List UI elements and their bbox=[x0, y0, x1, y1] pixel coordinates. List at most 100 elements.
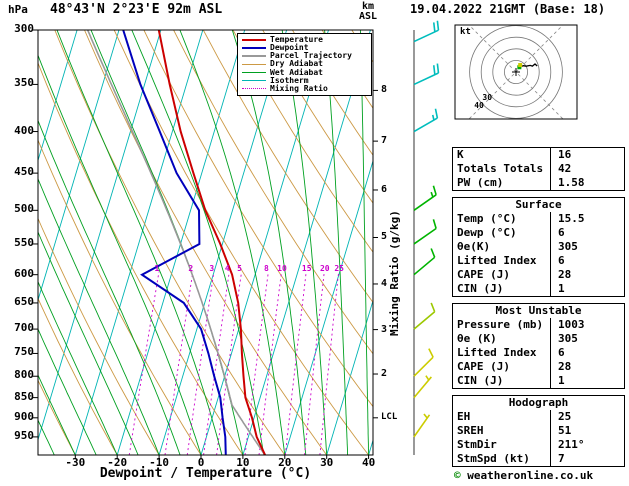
stats-row: Pressure (mb) 1003 bbox=[453, 318, 624, 332]
stat-value: 6 bbox=[550, 226, 624, 240]
stat-label: Lifted Index bbox=[457, 346, 537, 359]
copyright: © weatheronline.co.uk bbox=[454, 469, 593, 482]
temp-tick-label: 10 bbox=[236, 456, 250, 469]
hodograph-ring bbox=[469, 25, 563, 119]
stats-row: Lifted Index 6 bbox=[453, 254, 624, 268]
legend-swatch bbox=[242, 39, 266, 41]
legend-item: Parcel Trajectory bbox=[242, 52, 367, 60]
stat-value: 1 bbox=[550, 374, 624, 388]
legend-swatch bbox=[242, 88, 266, 90]
stat-value: 211° bbox=[550, 438, 624, 452]
hodograph-ring bbox=[492, 48, 540, 96]
pressure-tick-label: 550 bbox=[14, 235, 34, 249]
mixing-ratio-value-label: 1 bbox=[154, 263, 160, 273]
stat-value: 42 bbox=[550, 162, 624, 176]
stats-row: K 16 bbox=[453, 148, 624, 162]
temp-tick-label: -20 bbox=[107, 456, 128, 469]
stat-value: 16 bbox=[550, 148, 624, 162]
mixing-ratio-value-label: 4 bbox=[224, 263, 230, 273]
parcel-curve bbox=[86, 30, 266, 455]
height-tick-label: 7 bbox=[381, 135, 388, 147]
datetime-title: 19.04.2022 21GMT (Base: 18) bbox=[410, 2, 606, 16]
temp-tick-label: 30 bbox=[320, 456, 334, 469]
stats-row: CIN (J) 1 bbox=[453, 374, 624, 388]
stat-value: 7 bbox=[550, 452, 624, 466]
height-axis-unit-km: km bbox=[361, 1, 375, 12]
pressure-tick-label: 850 bbox=[14, 389, 34, 403]
stat-label: Temp (°C) bbox=[457, 212, 517, 225]
stat-label: Pressure (mb) bbox=[457, 318, 544, 331]
stat-label: CIN (J) bbox=[457, 374, 504, 387]
stats-table-most-unstable: Most Unstable Pressure (mb) 1003 θe (K) 305 L… bbox=[452, 303, 625, 389]
stat-label: Dewp (°C) bbox=[457, 226, 517, 239]
hodograph-ring-label: 40 bbox=[474, 100, 484, 110]
stat-label: CAPE (J) bbox=[457, 360, 510, 373]
stat-value: 15.5 bbox=[550, 212, 624, 226]
stats-table-header: Most Unstable bbox=[495, 304, 582, 317]
temperature-curve bbox=[157, 30, 267, 455]
temp-tick-label: 0 bbox=[197, 456, 205, 469]
stat-label: SREH bbox=[457, 424, 484, 437]
height-tick-label: 3 bbox=[381, 323, 388, 335]
stats-row: Temp (°C) 15.5 bbox=[453, 212, 624, 226]
stats-row: CIN (J) 1 bbox=[453, 282, 624, 296]
stat-value: 305 bbox=[550, 240, 624, 254]
pressure-tick-label: 900 bbox=[14, 409, 34, 423]
hodograph-ring bbox=[480, 36, 552, 108]
stats-row: SREH 51 bbox=[453, 424, 624, 438]
pressure-tick-label: 950 bbox=[14, 428, 34, 442]
copyright-symbol: © bbox=[454, 469, 461, 482]
stat-value: 28 bbox=[550, 268, 624, 282]
pressure-tick-label: 750 bbox=[14, 345, 34, 359]
stat-label: CIN (J) bbox=[457, 282, 504, 295]
stat-value: 1.58 bbox=[550, 176, 624, 190]
stats-row: CAPE (J) 28 bbox=[453, 268, 624, 282]
plot-border bbox=[37, 29, 374, 456]
hodograph-unit-label: kt bbox=[460, 27, 471, 37]
stats-table-header: Hodograph bbox=[508, 396, 569, 409]
pressure-tick-label: 450 bbox=[14, 165, 34, 179]
wet-adiabat-lines bbox=[38, 30, 370, 455]
stat-label: PW (cm) bbox=[457, 176, 504, 189]
legend-swatch bbox=[242, 72, 266, 74]
mixing-ratio-value-label: 2 bbox=[188, 263, 194, 273]
legend-swatch bbox=[242, 47, 266, 50]
height-tick-label: 4 bbox=[381, 277, 388, 289]
stat-label: K bbox=[457, 148, 464, 161]
stats-table-header: Surface bbox=[515, 198, 562, 211]
temp-tick-label: 40 bbox=[361, 456, 376, 469]
temp-tick-label: -10 bbox=[149, 456, 170, 469]
mixing-ratio-value-label: 5 bbox=[237, 263, 242, 273]
mixing-ratio-value-label: 15 bbox=[301, 263, 312, 273]
stats-row: θe(K) 305 bbox=[453, 240, 624, 254]
axis-ticks bbox=[33, 29, 378, 459]
pressure-axis-unit-label: hPa bbox=[8, 3, 28, 16]
stats-table-surface: Surface Temp (°C) 15.5 Dewp (°C) 6 θe(K) 305 Li… bbox=[452, 197, 625, 297]
stat-label: θe(K) bbox=[457, 240, 491, 253]
legend-label: Dry Adiabat bbox=[270, 59, 323, 69]
stat-value: 6 bbox=[550, 346, 624, 360]
stat-value: 6 bbox=[550, 254, 624, 268]
hodograph-ring-label: 30 bbox=[482, 92, 493, 102]
hodograph-storm-marker bbox=[518, 63, 523, 68]
stat-label: Lifted Index bbox=[457, 254, 537, 267]
pressure-tick-label: 800 bbox=[14, 368, 34, 382]
stat-label: EH bbox=[457, 410, 471, 423]
legend-label: Wet Adiabat bbox=[270, 67, 323, 77]
height-tick-label: 2 bbox=[381, 368, 388, 380]
stats-table: K 16 Totals Totals 42 PW (cm) 1.58 bbox=[452, 147, 625, 191]
mixing-ratio-value-label: 3 bbox=[209, 263, 215, 273]
legend-label: Temperature bbox=[270, 35, 323, 44]
stats-row: PW (cm) 1.58 bbox=[453, 176, 624, 190]
legend-swatch bbox=[242, 63, 266, 65]
hodograph-border bbox=[454, 24, 578, 120]
legend-item: Temperature bbox=[242, 36, 367, 44]
stats-panel: K 16 Totals Totals 42 PW (cm) 1.58 Surface Temp… bbox=[452, 147, 625, 467]
wind-barbs bbox=[413, 20, 440, 455]
pressure-tick-label: 700 bbox=[14, 321, 34, 335]
pressure-tick-label: 400 bbox=[14, 123, 34, 137]
stats-table-hodograph: Hodograph EH 25 SREH 51 StmDir 211° StmSpd (kt)… bbox=[452, 395, 625, 467]
stat-value: 25 bbox=[550, 410, 624, 424]
stats-row: Lifted Index 6 bbox=[453, 346, 624, 360]
